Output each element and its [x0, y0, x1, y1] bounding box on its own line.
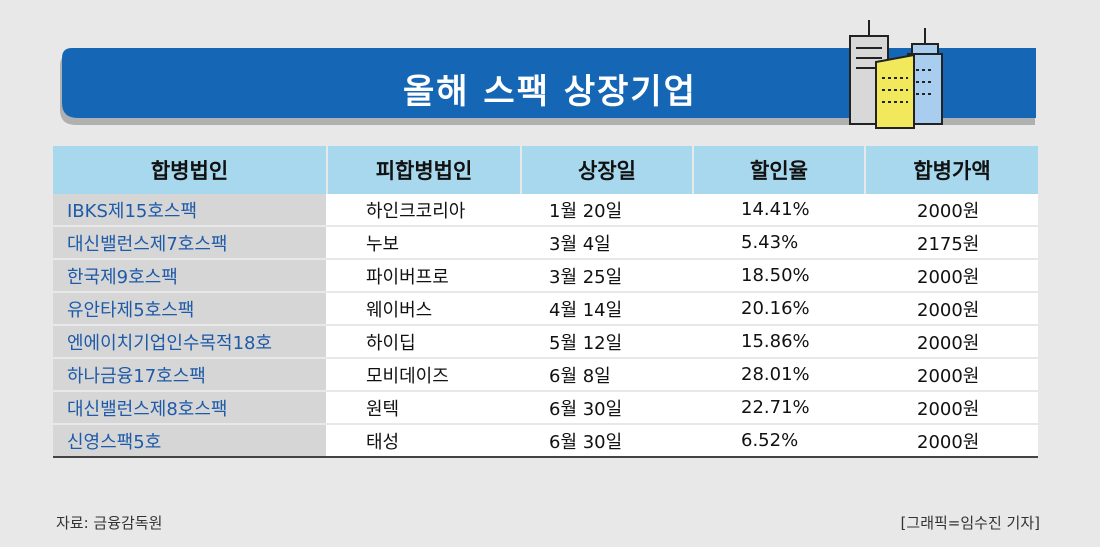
table-cell: 2175원 — [865, 226, 1038, 260]
table-cell: 3월 25일 — [521, 259, 693, 293]
table-row: 대신밸런스제7호스팩 누보 3월 4일 5.43% 2175원 — [53, 226, 1038, 260]
table-cell: 모비데이즈 — [327, 358, 521, 392]
table-cell: 3월 4일 — [521, 226, 693, 260]
table-cell: 유안타제5호스팩 — [53, 292, 328, 326]
page-title: 올해 스팩 상장기업 — [403, 72, 697, 112]
table-cell: 1월 20일 — [521, 194, 693, 227]
column-header: 상장일 — [520, 146, 693, 194]
column-header: 합병법인 — [53, 146, 327, 194]
table-cell: 15.86% — [693, 325, 865, 359]
table-cell: 5.43% — [693, 226, 865, 260]
column-header: 할인율 — [692, 146, 865, 194]
table-cell: 원텍 — [327, 391, 521, 425]
table-row: 유안타제5호스팩 웨이버스 4월 14일 20.16% 2000원 — [53, 292, 1038, 326]
table-cell: 14.41% — [693, 194, 865, 227]
table-row: 엔에이치기업인수목적18호 하이딥 5월 12일 15.86% 2000원 — [53, 325, 1038, 359]
table-cell: 엔에이치기업인수목적18호 — [53, 325, 328, 359]
table-cell: 28.01% — [693, 358, 865, 392]
table-cell: 20.16% — [693, 292, 865, 326]
column-header: 합병가액 — [864, 146, 1038, 194]
column-header: 피합병법인 — [326, 146, 521, 194]
buildings-icon — [849, 20, 943, 129]
table-cell: 2000원 — [865, 424, 1038, 458]
table-cell: 대신밸런스제7호스팩 — [53, 226, 328, 260]
table-cell: 6월 30일 — [521, 391, 693, 425]
table-cell: 하이딥 — [327, 325, 521, 359]
table-row: 신영스팩5호 태성 6월 30일 6.52% 2000원 — [53, 424, 1038, 458]
table-cell: 5월 12일 — [521, 325, 693, 359]
table-cell: 신영스팩5호 — [53, 424, 328, 458]
source-note: 자료: 금융감독원 — [56, 514, 163, 532]
table-header-row: 합병법인 피합병법인 상장일 할인율 합병가액 — [53, 146, 1038, 194]
table-cell: 2000원 — [865, 259, 1038, 293]
table-cell: 2000원 — [865, 358, 1038, 392]
table-cell: 대신밸런스제8호스팩 — [53, 391, 328, 425]
table-cell: 웨이버스 — [327, 292, 521, 326]
table-row: IBKS제15호스팩 하인크코리아 1월 20일 14.41% 2000원 — [53, 194, 1038, 227]
table-cell: 하나금융17호스팩 — [53, 358, 328, 392]
table-cell: 파이버프로 — [327, 259, 521, 293]
table-cell: 2000원 — [865, 391, 1038, 425]
table-row: 대신밸런스제8호스팩 원텍 6월 30일 22.71% 2000원 — [53, 391, 1038, 425]
table-row: 하나금융17호스팩 모비데이즈 6월 8일 28.01% 2000원 — [53, 358, 1038, 392]
table-cell: 6월 8일 — [521, 358, 693, 392]
graphic-credit: [그래픽=임수진 기자] — [900, 514, 1040, 532]
spac-listing-table: 합병법인 피합병법인 상장일 할인율 합병가액 IBKS제15호스팩 하인크코리… — [53, 146, 1038, 458]
table-cell: 6월 30일 — [521, 424, 693, 458]
table-cell: 18.50% — [693, 259, 865, 293]
table-cell: 2000원 — [865, 292, 1038, 326]
table-cell: 4월 14일 — [521, 292, 693, 326]
table-cell: 누보 — [327, 226, 521, 260]
table-cell: IBKS제15호스팩 — [53, 194, 328, 227]
table-cell: 한국제9호스팩 — [53, 259, 328, 293]
title-banner — [60, 20, 1036, 129]
table-cell: 2000원 — [865, 194, 1038, 227]
table-row: 한국제9호스팩 파이버프로 3월 25일 18.50% 2000원 — [53, 259, 1038, 293]
table-cell: 6.52% — [693, 424, 865, 458]
table-cell: 2000원 — [865, 325, 1038, 359]
table-cell: 하인크코리아 — [327, 194, 521, 227]
table-cell: 태성 — [327, 424, 521, 458]
table-cell: 22.71% — [693, 391, 865, 425]
